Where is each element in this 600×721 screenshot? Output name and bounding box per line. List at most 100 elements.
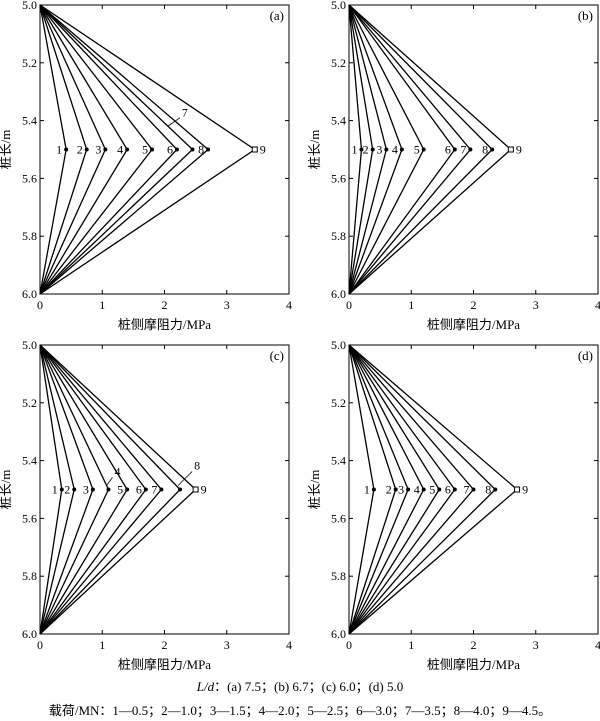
panel-label: (a): [270, 8, 284, 23]
panel-label: (b): [578, 8, 593, 23]
y-tick-label: 5.8: [331, 569, 346, 583]
series-label-6: 6: [445, 143, 451, 157]
caption-ld-values: ：(a) 7.5；(b) 6.7；(c) 6.0；(d) 5.0: [214, 679, 404, 694]
x-tick-label: 2: [471, 298, 477, 312]
x-tick-label: 3: [224, 638, 230, 652]
series-label-9: 9: [260, 143, 266, 157]
caption-ld-variable: L/d: [196, 679, 215, 694]
series-marker-4: [125, 147, 130, 152]
series-marker-2: [84, 147, 89, 152]
series-label-7: 7: [182, 105, 188, 119]
y-tick-label: 5.2: [22, 56, 37, 70]
y-tick-label: 5.2: [331, 56, 346, 70]
y-tick-label: 5.0: [331, 338, 346, 352]
series-marker-9: [251, 146, 258, 153]
series-marker-7: [471, 487, 476, 492]
panel-label: (c): [270, 348, 284, 363]
series-label-8: 8: [485, 483, 491, 497]
y-tick-label: 5.4: [22, 114, 37, 128]
y-tick-label: 5.4: [331, 454, 346, 468]
series-label-9: 9: [516, 143, 522, 157]
x-tick-label: 3: [533, 638, 539, 652]
y-tick-label: 5.8: [22, 569, 37, 583]
series-label-2: 2: [64, 483, 70, 497]
y-tick-label: 5.0: [22, 338, 37, 352]
series-label-1: 1: [56, 143, 62, 157]
series-marker-3: [90, 487, 95, 492]
series-label-4: 4: [114, 465, 120, 479]
series-marker-9: [514, 486, 521, 493]
y-tick-label: 6.0: [331, 287, 346, 301]
series-marker-3: [103, 147, 108, 152]
chart-panel-0: 0 1 2 3 45.05.25.45.65.86.0桩侧摩阻力/MPa桩长/m(a)1…: [0, 0, 292, 332]
y-tick-label: 5.0: [331, 0, 346, 12]
chart-panel-2: 0 1 2 3 45.05.25.45.65.86.0桩侧摩阻力/MPa桩长/m(c)1…: [0, 338, 292, 672]
series-marker-7: [159, 487, 164, 492]
x-axis-label: 桩侧摩阻力/MPa: [427, 657, 520, 672]
series-label-3: 3: [95, 143, 101, 157]
series-marker-4: [421, 487, 426, 492]
series-marker-1: [64, 147, 69, 152]
series-marker-3: [406, 487, 411, 492]
series-marker-1: [59, 487, 64, 492]
y-tick-label: 6.0: [22, 287, 37, 301]
y-tick-label: 5.6: [331, 511, 346, 525]
series-label-5: 5: [429, 483, 435, 497]
series-label-8: 8: [482, 143, 488, 157]
series-leader-8: [177, 471, 193, 486]
x-tick-label: 1: [99, 298, 105, 312]
y-tick-label: 5.8: [331, 229, 346, 243]
series-marker-1: [359, 147, 364, 152]
series-marker-6: [143, 487, 148, 492]
x-tick-label: 4: [595, 298, 600, 312]
y-tick-label: 5.2: [22, 396, 37, 410]
series-marker-8: [178, 487, 183, 492]
series-label-7: 7: [460, 143, 466, 157]
series-marker-6: [452, 487, 457, 492]
x-tick-label: 0: [37, 298, 43, 312]
x-tick-label: 2: [471, 638, 477, 652]
panel-label: (d): [578, 348, 593, 363]
y-tick-label: 5.6: [22, 511, 37, 525]
x-tick-label: 3: [533, 298, 539, 312]
caption-ld: L/d：(a) 7.5；(b) 6.7；(c) 6.0；(d) 5.0: [0, 676, 600, 695]
chart-panel-3: 0 1 2 3 45.05.25.45.65.86.0桩侧摩阻力/MPa桩长/m(d)1…: [307, 338, 600, 672]
series-marker-8: [490, 147, 495, 152]
series-marker-9: [192, 486, 199, 493]
series-marker-4: [399, 147, 404, 152]
series-label-3: 3: [83, 483, 89, 497]
series-label-4: 4: [117, 143, 123, 157]
series-marker-2: [393, 487, 398, 492]
series-label-7: 7: [464, 483, 470, 497]
series-line-4: [39, 4, 128, 295]
series-label-5: 5: [414, 143, 420, 157]
series-leader-4: [106, 477, 113, 486]
series-label-1: 1: [364, 483, 370, 497]
y-axis-label: 桩长/m: [307, 470, 322, 510]
series-label-5: 5: [117, 483, 123, 497]
y-axis-label: 桩长/m: [0, 130, 13, 170]
series-marker-7: [190, 147, 195, 152]
y-axis-label: 桩长/m: [307, 130, 322, 170]
y-tick-label: 5.6: [22, 171, 37, 185]
series-marker-5: [421, 147, 426, 152]
series-label-6: 6: [136, 483, 142, 497]
series-marker-8: [206, 147, 211, 152]
x-tick-label: 1: [408, 638, 414, 652]
series-label-4: 4: [414, 483, 420, 497]
x-axis-label: 桩侧摩阻力/MPa: [118, 657, 211, 672]
y-axis-label: 桩长/m: [0, 470, 13, 510]
series-marker-5: [125, 487, 130, 492]
series-label-9: 9: [522, 483, 528, 497]
y-tick-label: 6.0: [22, 627, 37, 641]
x-tick-label: 4: [595, 638, 600, 652]
series-label-8: 8: [198, 143, 204, 157]
y-tick-label: 5.2: [331, 396, 346, 410]
x-tick-label: 4: [286, 638, 292, 652]
series-marker-7: [468, 147, 473, 152]
x-tick-label: 0: [346, 298, 352, 312]
y-tick-label: 5.8: [22, 229, 37, 243]
series-marker-1: [371, 487, 376, 492]
series-label-2: 2: [77, 143, 83, 157]
x-tick-label: 1: [99, 638, 105, 652]
